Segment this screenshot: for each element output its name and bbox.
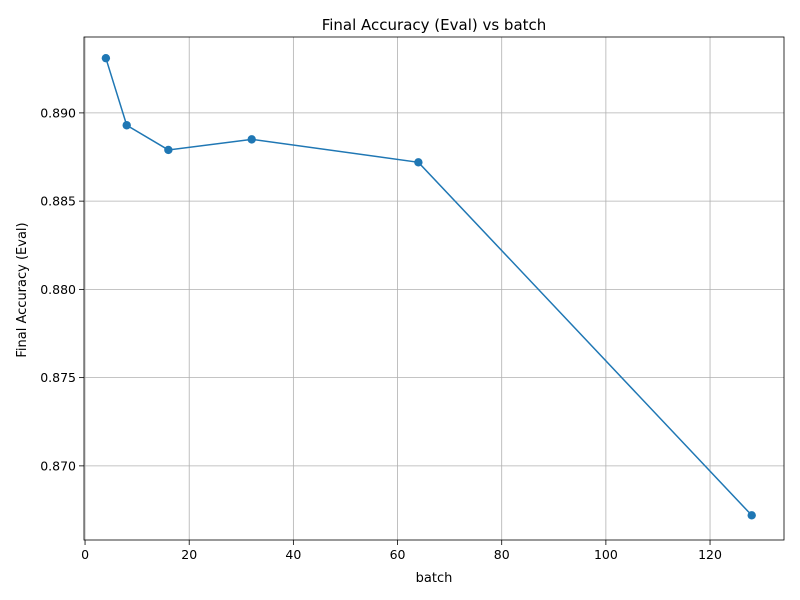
- data-point: [414, 158, 423, 167]
- y-tick-label: 0.890: [40, 105, 76, 120]
- x-axis-ticks: 0 20 40 60 80 100 120: [81, 540, 722, 562]
- y-tick-label: 0.880: [40, 282, 76, 297]
- y-tick-label: 0.885: [40, 194, 76, 209]
- plot-frame: [83, 36, 785, 541]
- y-tick-label: 0.870: [40, 458, 76, 473]
- x-axis-label: batch: [416, 571, 453, 586]
- chart-title: Final Accuracy (Eval) vs batch: [322, 16, 547, 34]
- y-axis-label: Final Accuracy (Eval): [15, 222, 30, 357]
- x-tick-label: 60: [390, 547, 406, 562]
- x-tick-label: 40: [285, 547, 301, 562]
- x-tick-label: 80: [494, 547, 510, 562]
- y-tick-label: 0.875: [40, 370, 76, 385]
- data-point: [164, 145, 173, 155]
- x-tick-label: 120: [698, 547, 722, 562]
- data-point: [122, 121, 131, 130]
- data-point: [747, 511, 756, 520]
- data-series: [101, 53, 756, 520]
- y-axis-ticks: 0.870 0.875 0.880 0.885 0.890: [40, 105, 84, 473]
- x-tick-label: 20: [181, 547, 197, 562]
- plot-area-border: [83, 36, 785, 541]
- data-point: [247, 135, 256, 144]
- x-tick-label: 0: [81, 547, 89, 562]
- x-tick-label: 100: [594, 547, 618, 562]
- grid-lines: [84, 37, 784, 540]
- series-line: [105, 57, 753, 516]
- data-point: [101, 53, 111, 63]
